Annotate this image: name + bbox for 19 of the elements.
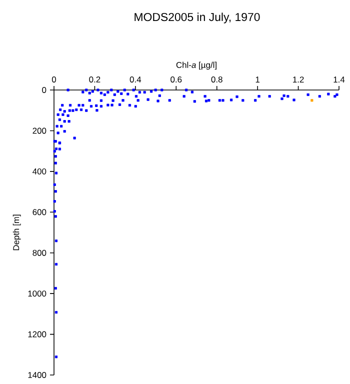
y-axis-title: Depth [m] bbox=[12, 214, 21, 250]
y-tick-label: 400 bbox=[32, 168, 46, 174]
y-tick-label: 200 bbox=[32, 128, 46, 134]
x-tick-label: 0.8 bbox=[211, 76, 222, 82]
x-tick-label: 0.4 bbox=[130, 76, 142, 82]
y-tick-label: 600 bbox=[32, 209, 46, 216]
chart-title: MODS2005 in July, 1970 bbox=[134, 12, 260, 24]
y-tick-label: 1000 bbox=[28, 290, 46, 297]
y-tick-label: 800 bbox=[32, 250, 46, 256]
x-tick-label: 1.2 bbox=[293, 76, 304, 82]
y-tick-label: 0 bbox=[42, 87, 46, 93]
x-tick-label: 0.2 bbox=[89, 76, 100, 82]
x-tick-label: 0.6 bbox=[170, 76, 182, 82]
x-axis-title: Chl-a [µg/l] bbox=[176, 62, 216, 70]
x-tick-label: 0 bbox=[52, 76, 56, 82]
y-tick-label: 1200 bbox=[28, 331, 46, 338]
x-tick-label: 1.4 bbox=[334, 76, 345, 82]
y-tick-label: 1400 bbox=[28, 372, 46, 378]
x-tick-label: 1 bbox=[256, 76, 260, 82]
